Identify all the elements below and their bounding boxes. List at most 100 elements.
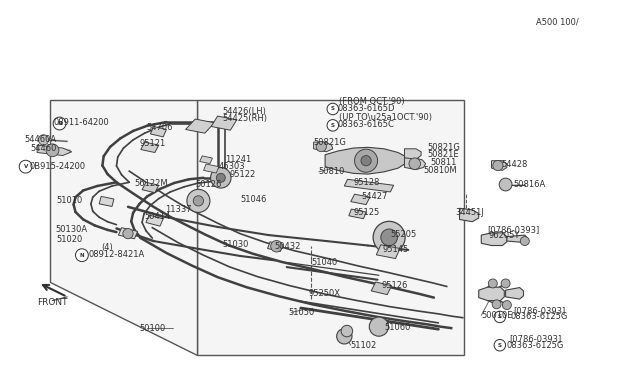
Polygon shape bbox=[146, 215, 163, 226]
Text: 50810: 50810 bbox=[319, 167, 345, 176]
Circle shape bbox=[492, 300, 501, 309]
Text: 50432: 50432 bbox=[274, 242, 300, 251]
Text: 95145: 95145 bbox=[383, 246, 409, 254]
Circle shape bbox=[493, 160, 503, 171]
Text: 08363-6165C: 08363-6165C bbox=[338, 121, 395, 129]
Circle shape bbox=[502, 301, 511, 310]
Text: 55205: 55205 bbox=[390, 230, 417, 239]
Text: 51030: 51030 bbox=[223, 240, 249, 249]
Text: 50126: 50126 bbox=[195, 180, 221, 189]
Polygon shape bbox=[314, 142, 333, 152]
Text: [0786-0393]: [0786-0393] bbox=[509, 334, 562, 343]
Polygon shape bbox=[99, 196, 114, 206]
Text: 54426(LH): 54426(LH) bbox=[223, 107, 267, 116]
Text: 95125: 95125 bbox=[353, 208, 380, 217]
Text: (UP TO\u25a1OCT.'90): (UP TO\u25a1OCT.'90) bbox=[339, 113, 432, 122]
Text: 50100: 50100 bbox=[140, 324, 166, 333]
Circle shape bbox=[187, 189, 210, 212]
Text: 54460A: 54460A bbox=[24, 135, 56, 144]
Polygon shape bbox=[50, 100, 197, 355]
Circle shape bbox=[409, 158, 420, 169]
Text: 54706: 54706 bbox=[146, 124, 172, 132]
Text: 54460: 54460 bbox=[31, 144, 57, 153]
Polygon shape bbox=[460, 208, 479, 222]
Polygon shape bbox=[150, 126, 166, 137]
Circle shape bbox=[488, 279, 497, 288]
Text: 11241: 11241 bbox=[225, 155, 252, 164]
Polygon shape bbox=[481, 233, 507, 246]
Circle shape bbox=[76, 249, 88, 262]
Text: 08912-8421A: 08912-8421A bbox=[88, 250, 145, 259]
Circle shape bbox=[361, 155, 371, 166]
Text: 50821G: 50821G bbox=[314, 138, 346, 147]
Polygon shape bbox=[507, 235, 528, 243]
Polygon shape bbox=[325, 147, 406, 174]
Polygon shape bbox=[492, 161, 507, 170]
Text: 96205Y: 96205Y bbox=[489, 231, 520, 240]
Circle shape bbox=[327, 103, 339, 115]
Text: 95250X: 95250X bbox=[308, 289, 340, 298]
Text: 08363-6165D: 08363-6165D bbox=[338, 104, 396, 113]
Polygon shape bbox=[351, 194, 370, 205]
Text: A500 100/: A500 100/ bbox=[536, 17, 579, 26]
Text: 95122: 95122 bbox=[229, 170, 255, 179]
Polygon shape bbox=[376, 245, 400, 259]
Text: 50414: 50414 bbox=[144, 212, 170, 221]
Text: 50821G: 50821G bbox=[428, 143, 460, 152]
Polygon shape bbox=[142, 182, 159, 193]
Text: 95126: 95126 bbox=[381, 281, 408, 290]
Polygon shape bbox=[204, 164, 219, 173]
Circle shape bbox=[271, 241, 282, 252]
Polygon shape bbox=[37, 145, 72, 155]
Circle shape bbox=[381, 229, 397, 246]
Text: 56122M: 56122M bbox=[134, 179, 168, 187]
Circle shape bbox=[355, 149, 378, 172]
Polygon shape bbox=[479, 287, 504, 301]
Text: 08911-64200: 08911-64200 bbox=[54, 118, 109, 127]
Text: 50821E: 50821E bbox=[428, 150, 459, 159]
Polygon shape bbox=[404, 158, 426, 170]
Circle shape bbox=[327, 120, 339, 131]
Polygon shape bbox=[268, 242, 283, 251]
Text: 50130A: 50130A bbox=[55, 225, 87, 234]
Circle shape bbox=[520, 237, 529, 246]
Text: 08363-6125G: 08363-6125G bbox=[507, 341, 564, 350]
Text: [0786-0393]: [0786-0393] bbox=[488, 225, 540, 234]
Circle shape bbox=[193, 196, 204, 206]
Circle shape bbox=[53, 117, 66, 130]
Text: FRONT: FRONT bbox=[37, 298, 68, 307]
Circle shape bbox=[316, 141, 326, 152]
Text: 95128: 95128 bbox=[353, 178, 380, 187]
Circle shape bbox=[494, 311, 506, 323]
Circle shape bbox=[373, 221, 405, 253]
Polygon shape bbox=[371, 282, 392, 295]
Text: 08363-6125G: 08363-6125G bbox=[511, 312, 568, 321]
Text: S: S bbox=[498, 314, 502, 320]
Polygon shape bbox=[211, 116, 237, 130]
Text: 46303: 46303 bbox=[219, 162, 246, 171]
Text: 51010: 51010 bbox=[56, 196, 83, 205]
Circle shape bbox=[38, 135, 49, 145]
Circle shape bbox=[123, 228, 133, 239]
Polygon shape bbox=[200, 156, 212, 164]
Text: 51102: 51102 bbox=[351, 341, 377, 350]
Polygon shape bbox=[197, 100, 464, 355]
Circle shape bbox=[501, 279, 510, 288]
Polygon shape bbox=[349, 209, 366, 219]
Polygon shape bbox=[344, 179, 394, 192]
Polygon shape bbox=[118, 228, 138, 239]
Text: S: S bbox=[498, 343, 502, 348]
Text: 54427: 54427 bbox=[362, 192, 388, 201]
Polygon shape bbox=[506, 288, 524, 299]
Text: N: N bbox=[79, 253, 84, 258]
Text: S: S bbox=[331, 123, 335, 128]
Polygon shape bbox=[141, 142, 159, 153]
Text: (4): (4) bbox=[101, 243, 113, 252]
Text: N: N bbox=[57, 121, 62, 126]
Circle shape bbox=[341, 326, 353, 337]
Text: V: V bbox=[24, 164, 28, 169]
Text: 50810M: 50810M bbox=[424, 166, 458, 175]
Text: 50010E: 50010E bbox=[481, 311, 513, 320]
Text: 51050: 51050 bbox=[288, 308, 314, 317]
Circle shape bbox=[46, 144, 59, 157]
